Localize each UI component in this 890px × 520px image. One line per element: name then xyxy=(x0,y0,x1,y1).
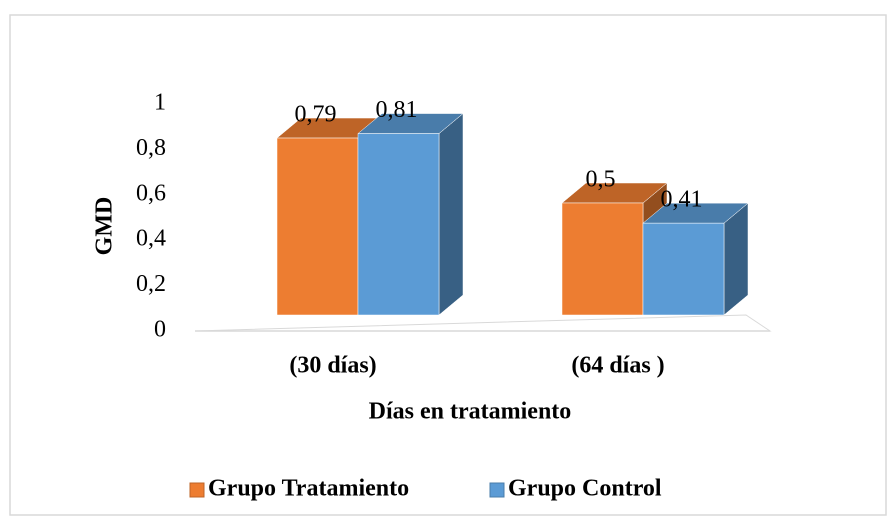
value-label: 0,79 xyxy=(295,102,337,128)
x-axis-label: Días en tratamiento xyxy=(369,399,572,425)
bar xyxy=(357,133,440,316)
legend-swatch xyxy=(189,482,205,498)
value-label: 0,41 xyxy=(661,187,703,213)
y-tick-label: 0 xyxy=(154,317,166,343)
y-tick-label: 1 xyxy=(154,90,166,116)
legend-swatch xyxy=(489,482,505,498)
y-tick-label: 0,2 xyxy=(136,271,166,297)
value-label: 0,81 xyxy=(376,97,418,123)
x-tick-label: (64 días ) xyxy=(571,353,664,379)
bar xyxy=(276,137,359,316)
bar xyxy=(561,202,644,316)
value-label: 0,5 xyxy=(586,167,616,193)
y-tick-label: 0,6 xyxy=(136,180,166,206)
legend-label: Grupo Tratamiento xyxy=(208,476,409,502)
y-tick-label: 0,4 xyxy=(136,226,166,252)
y-tick-label: 0,8 xyxy=(136,135,166,161)
y-axis-label: GMD xyxy=(92,197,118,256)
bar-side xyxy=(438,113,464,316)
legend-label: Grupo Control xyxy=(508,476,662,502)
bar xyxy=(642,222,725,316)
x-tick-label: (30 días) xyxy=(289,353,376,379)
